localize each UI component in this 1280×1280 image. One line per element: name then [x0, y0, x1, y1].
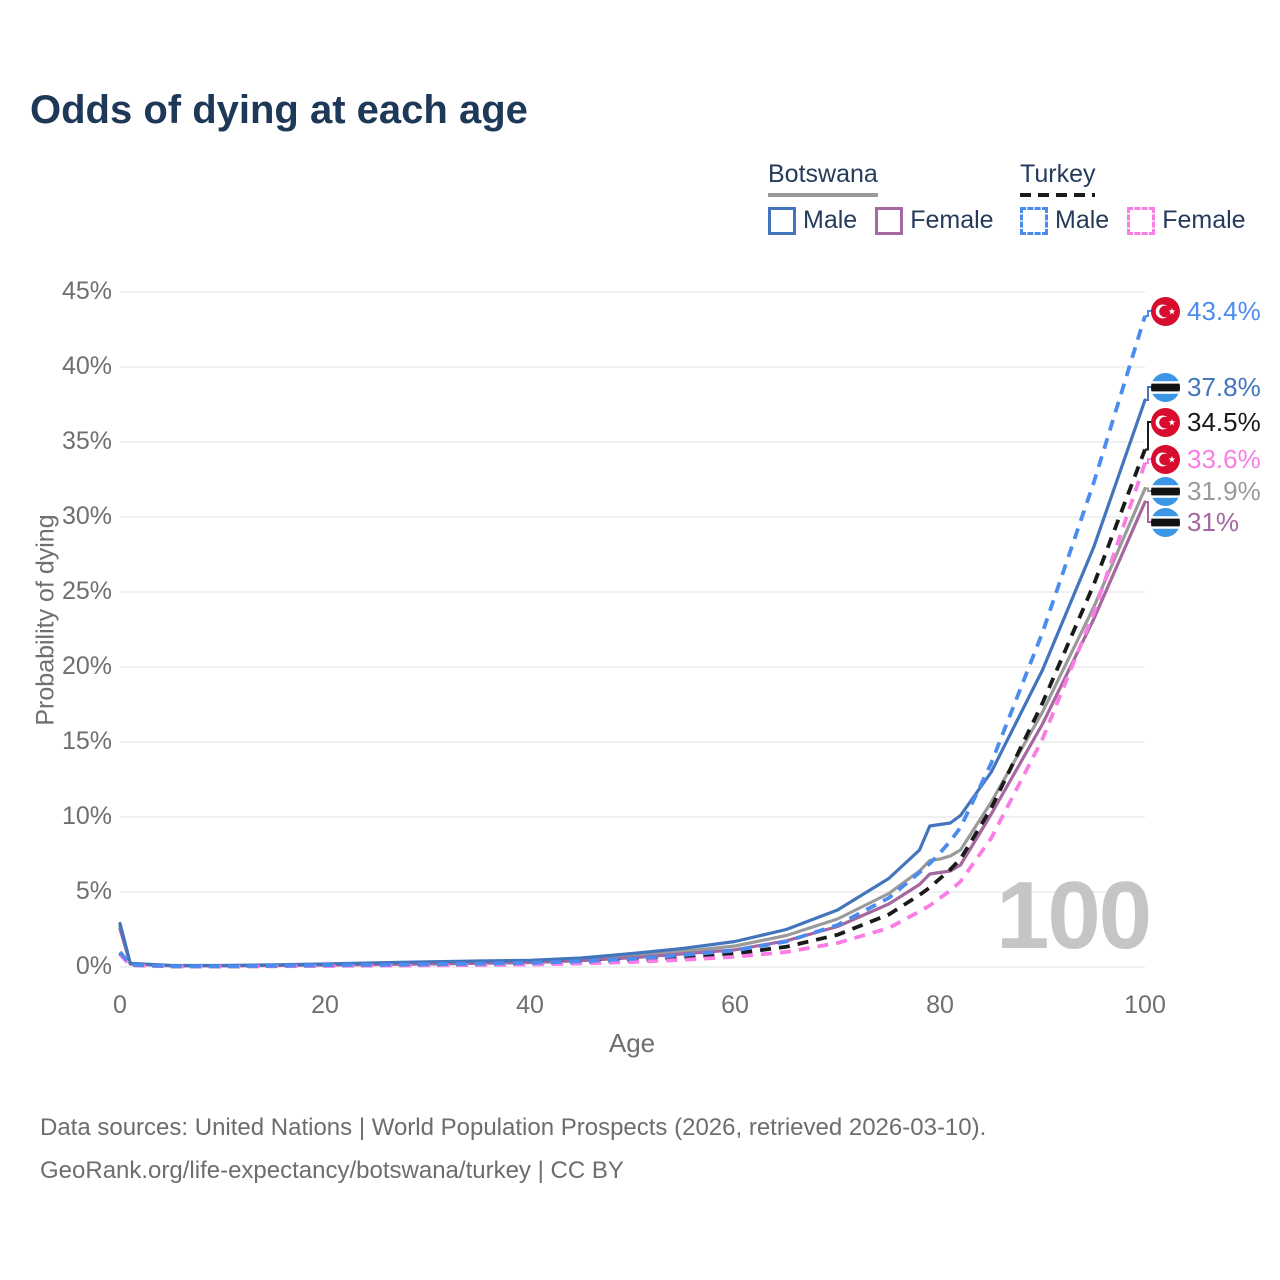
y-tick-label: 30%	[61, 502, 112, 530]
y-tick-label: 40%	[61, 352, 112, 380]
y-tick-label: 5%	[75, 877, 112, 905]
turkey-flag	[1150, 444, 1181, 475]
y-tick-label: 20%	[61, 652, 112, 680]
end-label-turkey_all: 34.5%	[1150, 406, 1261, 438]
line-turkey_female[interactable]	[118, 462, 1147, 969]
end-label-turkey_male: 43.4%	[1150, 295, 1261, 327]
page-title: Odds of dying at each age	[30, 88, 528, 132]
x-tick-label: 20	[311, 991, 339, 1019]
legend-item-turkey-male[interactable]: Male	[1020, 206, 1109, 235]
legend-country-turkey-label: Turkey	[1020, 160, 1096, 188]
line-botswana_all[interactable]	[118, 486, 1147, 968]
footer-attribution-line: GeoRank.org/life-expectancy/botswana/tur…	[40, 1157, 624, 1184]
legend-label-botswana-male: Male	[803, 206, 858, 234]
botswana-male-swatch	[768, 206, 796, 235]
legend-item-botswana-female[interactable]: Female	[875, 206, 994, 235]
end-label-botswana_all: 31.9%	[1150, 475, 1261, 507]
turkey-male-swatch	[1020, 206, 1048, 235]
legend-country-botswana[interactable]: Botswana	[768, 160, 878, 197]
x-tick-label: 100	[1124, 991, 1166, 1019]
legend-country-botswana-label: Botswana	[768, 160, 878, 188]
legend-group-botswana: Botswana Male Female	[768, 160, 1012, 235]
botswana-flag	[1150, 507, 1181, 538]
legend-label-botswana-female: Female	[910, 206, 994, 234]
legend-item-turkey-female[interactable]: Female	[1127, 206, 1246, 235]
x-tick-label: 80	[926, 991, 954, 1019]
turkey-female-swatch	[1127, 206, 1156, 235]
y-tick-label: 35%	[61, 427, 112, 455]
footer: Data sources: United Nations | World Pop…	[40, 1106, 986, 1192]
legend-row-botswana: Male Female	[768, 206, 1012, 235]
footer-source-line: Data sources: United Nations | World Pop…	[40, 1114, 987, 1141]
y-tick-label: 25%	[61, 577, 112, 605]
y-tick-label: 45%	[61, 277, 112, 305]
x-tick-label: 60	[721, 991, 749, 1019]
legend-row-turkey: Male Female	[1020, 206, 1264, 235]
botswana-solid-line-swatch	[768, 193, 878, 197]
y-tick-label: 10%	[61, 802, 112, 830]
legend-country-turkey[interactable]: Turkey	[1020, 160, 1096, 197]
turkey-dashed-line-swatch	[1020, 193, 1096, 197]
line-turkey_male[interactable]	[118, 315, 1147, 969]
legend-item-botswana-male[interactable]: Male	[768, 206, 857, 235]
line-botswana_female[interactable]	[118, 500, 1147, 968]
end-value-text: 31.9%	[1187, 475, 1261, 506]
x-tick-label: 0	[113, 991, 127, 1019]
botswana-flag-icon	[1150, 372, 1181, 402]
botswana-flag-icon	[1150, 476, 1181, 506]
line-botswana_male[interactable]	[118, 398, 1147, 968]
y-tick-label: 0%	[75, 952, 112, 980]
end-value-text: 31%	[1187, 506, 1240, 537]
x-axis-title: Age	[608, 1028, 656, 1058]
end-label-turkey_female: 33.6%	[1150, 443, 1261, 475]
end-value-text: 33.6%	[1187, 443, 1261, 474]
turkey-flag	[1150, 407, 1181, 438]
turkey-flag	[1150, 296, 1181, 327]
legend-label-turkey-female: Female	[1162, 206, 1246, 234]
botswana-flag	[1150, 372, 1181, 403]
end-value-text: 37.8%	[1187, 371, 1261, 402]
legend-label-turkey-male: Male	[1055, 206, 1110, 234]
y-tick-label: 15%	[61, 727, 112, 755]
botswana-flag	[1150, 476, 1181, 507]
legend-group-turkey: Turkey Male Female	[1020, 160, 1264, 235]
age-hover-indicator: 100	[996, 862, 1152, 969]
botswana-flag-icon	[1150, 507, 1181, 537]
turkey-flag-icon	[1150, 296, 1181, 326]
turkey-flag-icon	[1150, 407, 1181, 437]
turkey-flag-icon	[1150, 444, 1181, 474]
end-value-text: 43.4%	[1187, 295, 1261, 326]
botswana-female-swatch	[875, 206, 904, 235]
end-value-text: 34.5%	[1187, 406, 1261, 437]
line-turkey_all[interactable]	[118, 448, 1147, 969]
end-label-botswana_female: 31%	[1150, 506, 1239, 538]
x-tick-label: 40	[516, 991, 544, 1019]
end-label-botswana_male: 37.8%	[1150, 371, 1261, 403]
